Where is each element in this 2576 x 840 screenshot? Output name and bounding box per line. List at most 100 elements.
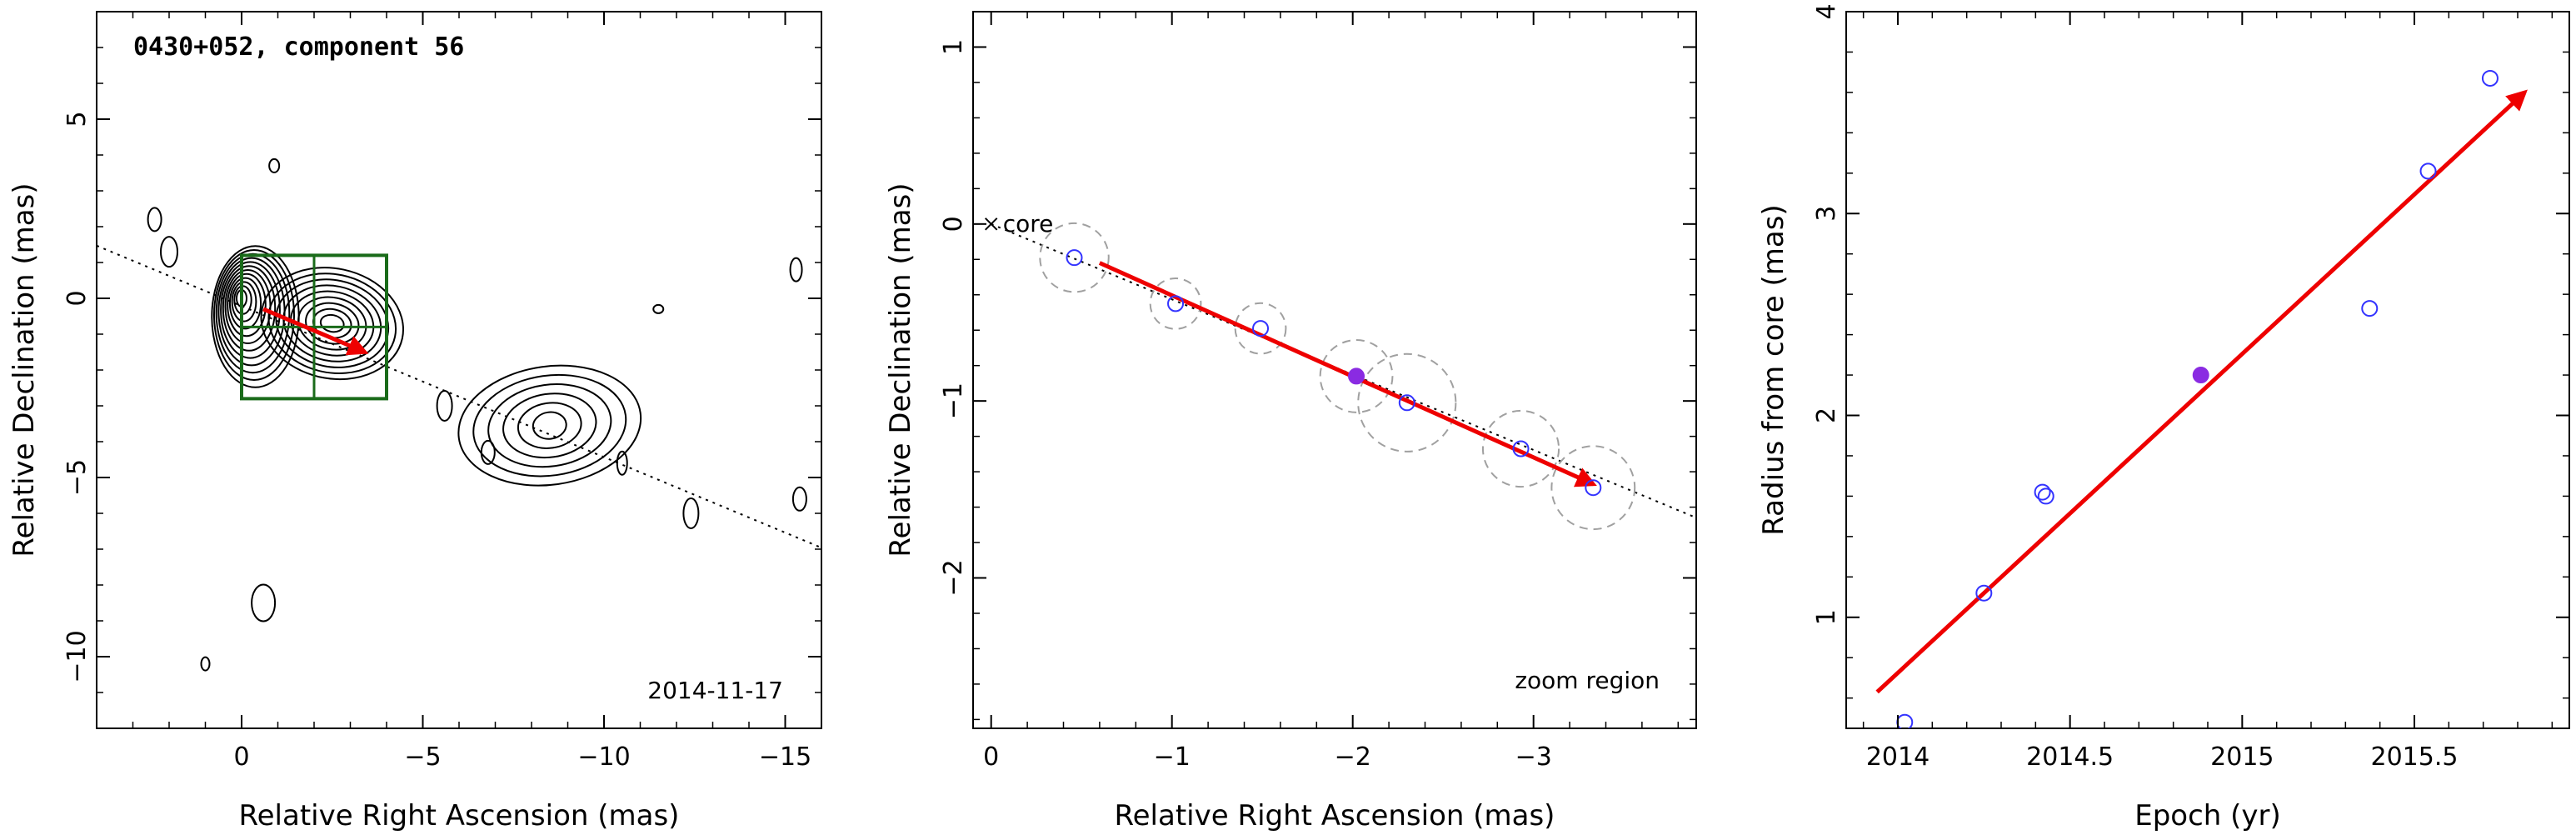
noise-contour	[436, 390, 453, 422]
zoom-y-axis-title: Relative Declination (mas)	[884, 182, 917, 557]
noise-contour	[616, 450, 628, 476]
zoom-x-axis-title: Relative Right Ascension (mas)	[1115, 799, 1555, 832]
y-tick-label: 5	[62, 111, 92, 127]
x-tick-label: 0	[983, 742, 999, 772]
data-point	[2481, 69, 2499, 87]
data-point	[2037, 488, 2054, 505]
fit-line	[1875, 89, 2528, 694]
knot-contour	[297, 296, 367, 351]
map-title: 0430+052, component 56	[133, 32, 464, 62]
x-tick-label: 2015.5	[2371, 742, 2459, 772]
y-tick-label: 2	[1812, 408, 1841, 423]
x-tick-label: 0	[233, 742, 249, 772]
outer-jet-contour	[502, 392, 597, 459]
knot-contour	[319, 313, 345, 333]
x-tick-label: −10	[577, 742, 630, 772]
x-tick-label: −15	[759, 742, 811, 772]
zoom-plot-area	[984, 218, 1696, 531]
y-tick-label: −2	[939, 559, 968, 596]
motion-vector	[262, 307, 369, 356]
knot-contour	[290, 290, 375, 357]
component-size-circle	[1039, 222, 1110, 293]
map-x-axis-title: Relative Right Ascension (mas)	[239, 799, 680, 832]
y-tick-label: 1	[939, 39, 968, 55]
core-contour	[231, 281, 257, 322]
outer-jet-contour	[532, 411, 567, 440]
y-tick-label: −10	[62, 630, 92, 682]
core-contour	[220, 261, 281, 359]
knot-contour	[305, 302, 360, 345]
x-tick-label: −2	[1335, 742, 1371, 772]
noise-contour	[147, 207, 162, 232]
data-point	[2419, 162, 2437, 180]
map-plot-area	[97, 158, 821, 672]
outer-jet-contour	[487, 383, 612, 468]
panel-zoom: 0 −1 −2 −3 −2 −1 0 1 core zoom region Relative …	[884, 11, 1697, 832]
component-point	[1167, 295, 1185, 312]
component-size-circle	[1357, 352, 1457, 452]
jet-axis-line	[97, 244, 821, 549]
noise-contour	[480, 439, 496, 465]
map-date-annotation: 2014-11-17	[647, 677, 783, 704]
radius-ticks: 2014 2014.5 2015 2015.5 1 2 3 4	[1812, 3, 2569, 772]
highlighted-data-point	[2192, 367, 2209, 384]
zoom-ticks: 0 −1 −2 −3 −2 −1 0 1	[939, 11, 1696, 772]
knot-contour	[260, 267, 404, 381]
y-tick-label: 4	[1812, 3, 1841, 19]
x-tick-label: 2015	[2210, 742, 2274, 772]
y-tick-label: 0	[62, 290, 92, 306]
x-tick-label: −3	[1515, 742, 1552, 772]
noise-contour	[789, 257, 803, 282]
y-tick-label: 3	[1812, 206, 1841, 222]
y-tick-label: −1	[939, 382, 968, 419]
noise-contour	[268, 158, 281, 173]
highlighted-component-point	[1348, 368, 1365, 385]
outer-jet-contour	[472, 373, 627, 478]
panel-radius: 2014 2014.5 2015 2015.5 1 2 3 4 Epoch (yr) Radi…	[1757, 3, 2570, 832]
y-tick-label: 0	[939, 216, 968, 232]
map-frame	[96, 11, 822, 729]
radius-plot-area	[1875, 69, 2528, 728]
radius-y-axis-title: Radius from core (mas)	[1757, 204, 1790, 535]
component-point	[1398, 394, 1415, 412]
x-tick-label: 2014.5	[2026, 742, 2114, 772]
component-point	[1512, 440, 1530, 458]
component-size-circle	[1550, 445, 1636, 531]
component-size-circle	[1319, 339, 1394, 413]
x-tick-label: 2014	[1866, 742, 1930, 772]
y-tick-label: 1	[1812, 609, 1841, 625]
outer-jet-contour	[457, 364, 642, 487]
core-contour	[227, 272, 267, 338]
component-size-circle	[1149, 277, 1202, 330]
noise-contour	[160, 236, 178, 268]
zoom-frame	[972, 11, 1697, 729]
y-tick-label: −5	[62, 459, 92, 496]
zoom-core-label: core	[1003, 210, 1054, 238]
data-point	[1975, 584, 1993, 602]
component-point	[1585, 479, 1602, 497]
x-tick-label: −1	[1154, 742, 1191, 772]
component-point	[1252, 320, 1270, 338]
noise-contour	[682, 498, 700, 529]
core-contour	[222, 265, 277, 352]
component-size-circle	[1234, 302, 1287, 355]
radius-x-axis-title: Epoch (yr)	[2134, 799, 2281, 832]
x-tick-label: −5	[404, 742, 441, 772]
map-ticks: 0 −5 −10 −15 −10 −5 0 5	[62, 11, 822, 772]
component-point	[1066, 249, 1083, 267]
noise-contour	[791, 486, 807, 512]
core-contour	[228, 277, 262, 330]
noise-contour	[200, 656, 211, 672]
knot-contour	[282, 284, 382, 362]
core-marker	[984, 218, 998, 231]
noise-contour	[652, 303, 665, 314]
noise-contour	[251, 583, 277, 622]
knot-contour	[312, 308, 352, 339]
core-contour	[213, 249, 295, 381]
component-size-circle	[1481, 409, 1560, 488]
data-point	[2361, 300, 2379, 318]
map-y-axis-title: Relative Declination (mas)	[7, 182, 41, 557]
outer-jet-contour	[517, 402, 582, 449]
zoom-region-annotation: zoom region	[1515, 667, 1660, 694]
